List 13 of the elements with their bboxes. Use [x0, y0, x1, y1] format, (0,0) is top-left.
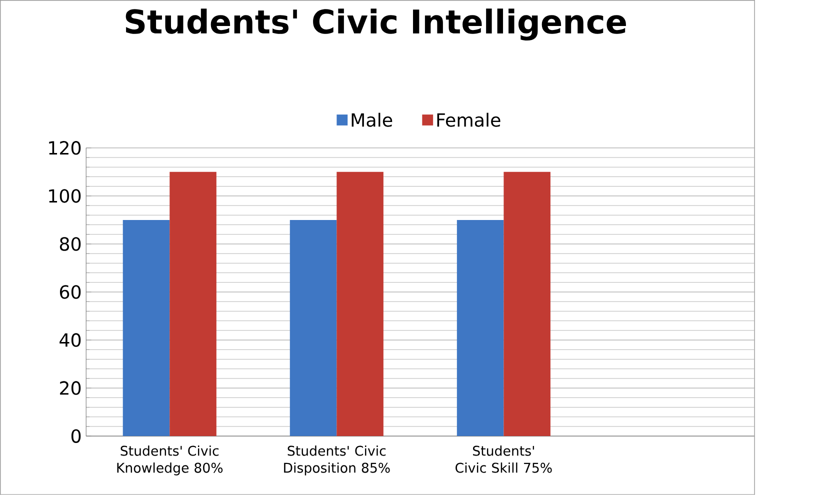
- y-tick-label: 60: [60, 285, 81, 299]
- y-tick-label: 40: [60, 333, 81, 347]
- y-tick-label: 120: [49, 141, 81, 155]
- y-tick-label: 0: [71, 429, 81, 443]
- y-tick-label: 20: [60, 381, 81, 395]
- x-tick-label: Students' Civic Disposition 85%: [284, 446, 390, 476]
- chart-title: Students' Civic Intelligence: [126, 8, 626, 41]
- x-tick-label: Students' Civic Skill 75%: [456, 446, 552, 473]
- y-tick-label: 100: [49, 189, 81, 203]
- x-tick-label: Students' Civic Knowledge 80%: [117, 446, 223, 476]
- legend-label: Male: [352, 112, 392, 127]
- legend-label: Female: [437, 112, 500, 127]
- y-tick-label: 80: [60, 237, 81, 251]
